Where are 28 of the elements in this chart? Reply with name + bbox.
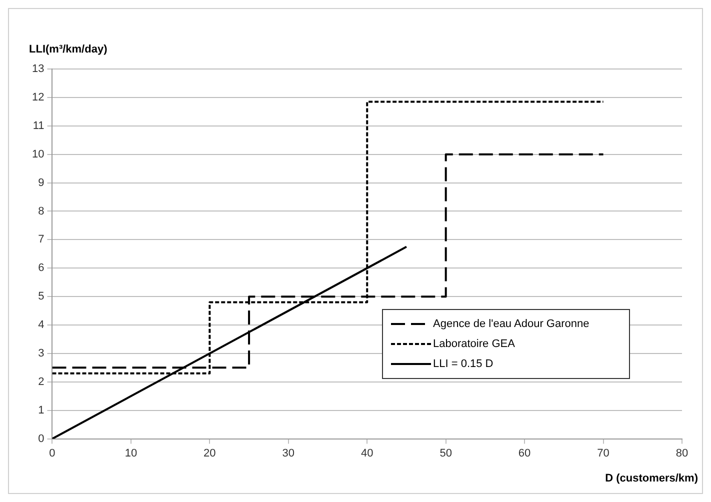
legend-label: Agence de l'eau Adour Garonne	[433, 318, 590, 330]
x-tick-label: 30	[282, 447, 295, 460]
y-tick-label: 8	[38, 205, 44, 218]
y-axis-title: LLI(m³/km/day)	[29, 44, 108, 56]
y-tick-label: 10	[32, 148, 44, 160]
y-tick-label: 11	[32, 120, 44, 132]
x-tick-label: 50	[440, 447, 452, 460]
y-tick-label: 9	[38, 176, 44, 189]
x-axis-title: D (customers/km)	[605, 472, 698, 484]
legend-label: Laboratoire GEA	[433, 338, 515, 350]
x-tick-label: 60	[518, 447, 531, 460]
y-tick-label: 2	[38, 376, 44, 388]
y-tick-label: 3	[38, 347, 44, 360]
y-tick-label: 5	[38, 290, 44, 303]
y-tick-label: 13	[32, 63, 44, 76]
y-tick-label: 7	[38, 234, 44, 246]
x-tick-label: 70	[597, 447, 610, 460]
x-tick-label: 80	[676, 447, 688, 460]
legend-label: LLI = 0.15 D	[433, 358, 494, 370]
y-tick-label: 6	[38, 262, 44, 274]
x-tick-label: 20	[204, 447, 216, 460]
x-tick-label: 10	[124, 447, 138, 460]
x-tick-label: 40	[360, 447, 374, 460]
y-tick-label: 12	[32, 91, 44, 104]
y-tick-label: 4	[38, 319, 44, 332]
x-tick-label: 0	[49, 447, 56, 460]
y-tick-label: 1	[38, 404, 44, 416]
y-tick-label: 0	[38, 432, 44, 445]
